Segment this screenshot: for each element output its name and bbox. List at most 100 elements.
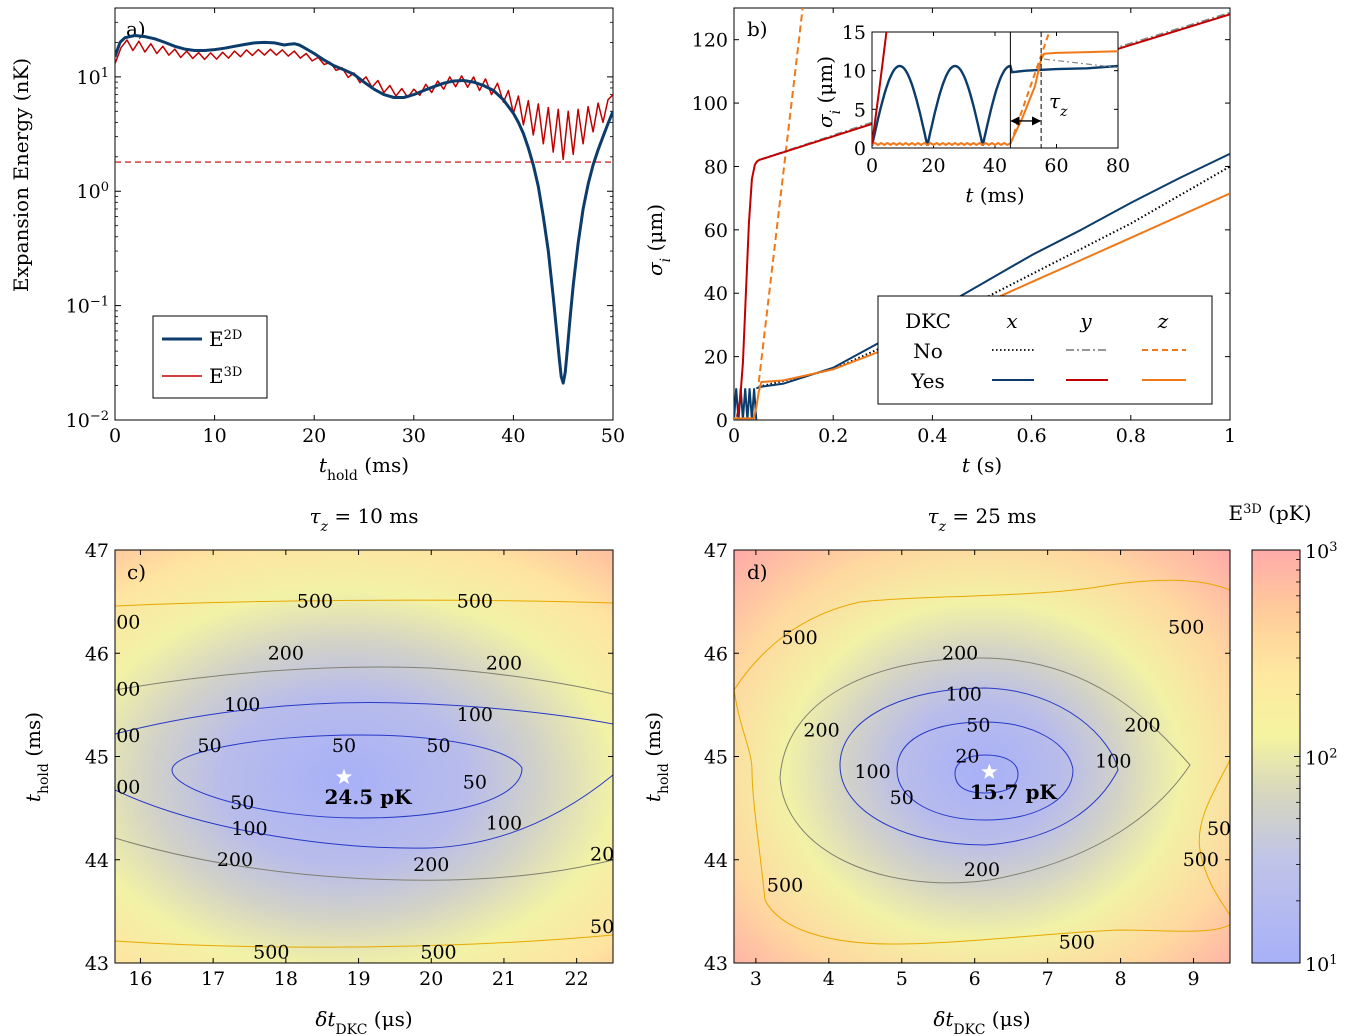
- panel-c-ytick-label: 44: [85, 850, 109, 872]
- contour-label: 100: [486, 813, 522, 835]
- contour-label: 50: [426, 735, 450, 757]
- panel-c-xtick-label: 22: [565, 968, 589, 990]
- panel-c-xtick-label: 17: [201, 968, 225, 990]
- inset-series: [872, 32, 1118, 148]
- panel-a-xtick-label: 40: [501, 425, 525, 447]
- panel-d-xtick-label: 6: [969, 968, 981, 990]
- contour-label: 500: [457, 591, 493, 613]
- inset-ylabel: σi (μm): [813, 56, 844, 128]
- legend-col-y: y: [1079, 309, 1092, 333]
- inset-xtick-label: 0: [866, 155, 878, 177]
- contour-label: 100: [946, 684, 982, 706]
- panel-b-legend: DKC x y z No Yes: [877, 295, 1213, 405]
- panel-b-ylabel: σi (μm): [643, 204, 674, 276]
- panel-c: τz = 10 ms 500 500 500 200 200 100 100 100 100 50…: [21, 504, 614, 1036]
- panel-c-heatmap: [115, 550, 613, 963]
- contour-label: 500: [782, 627, 818, 649]
- panel-c-ytick-label: 45: [85, 747, 109, 769]
- contour-label: 500: [253, 942, 289, 964]
- panel-c-title: τz = 10 ms: [310, 504, 419, 535]
- inset-ytick-label: 10: [842, 61, 866, 83]
- panel-a-xlabel: thold (ms): [319, 453, 409, 484]
- contour-label: 100: [457, 704, 493, 726]
- panel-d-xtick-label: 8: [1115, 968, 1127, 990]
- panel-a-legend: E2D E3D: [152, 315, 268, 399]
- panel-a-ytick-label: 101: [77, 65, 109, 89]
- panel-b-ytick-label: 40: [704, 283, 728, 305]
- contour-label: 500: [420, 942, 456, 964]
- series-line-e2d: [115, 34, 613, 385]
- contour-c-50-loop: [171, 734, 523, 819]
- inset-series-y-no: [1044, 58, 1118, 69]
- panel-a-xtick-label: 30: [402, 425, 426, 447]
- panel-c-contours: [115, 599, 613, 948]
- inset-xlabel: t (ms): [965, 183, 1024, 207]
- panel-a-xtick-label: 50: [601, 425, 625, 447]
- panel-a-ytick-label: 10−2: [66, 409, 109, 433]
- colorbar: E3D (pK) 101 102 103: [1228, 501, 1337, 976]
- panel-a-ytick-label: 10−1: [66, 294, 109, 318]
- series-line-e3d: [115, 39, 613, 161]
- minimum-star-icon: [335, 768, 353, 784]
- contour-label: 50: [1207, 818, 1231, 840]
- series-y-no: [758, 11, 1230, 162]
- panel-d-xtick-label: 5: [896, 968, 908, 990]
- legend-col-x: x: [1006, 309, 1017, 333]
- colorbar-tick-label: 101: [1305, 953, 1337, 977]
- series-z-no: [757, 8, 804, 383]
- panel-b-ytick-label: 80: [704, 156, 728, 178]
- contour-label: 100: [231, 818, 267, 840]
- panel-c-xtick-label: 19: [346, 968, 370, 990]
- panel-a-xtick-label: 20: [302, 425, 326, 447]
- panel-d-xtick-label: 7: [1042, 968, 1054, 990]
- panel-d-ytick-label: 44: [704, 850, 728, 872]
- contour-label: 50: [197, 735, 221, 757]
- panel-b-ytick-label: 20: [704, 347, 728, 369]
- contour-label: 50: [230, 792, 254, 814]
- contour-label: 100: [104, 678, 140, 700]
- panel-c-xtick-label: 20: [419, 968, 443, 990]
- panel-d-ytick-label: 45: [704, 747, 728, 769]
- contour-label: 100: [104, 776, 140, 798]
- panel-c-ytick-label: 43: [85, 953, 109, 975]
- panel-b-ytick-label: 100: [692, 93, 728, 115]
- minimum-star-icon: [981, 763, 998, 779]
- inset-ticks: 0 20 40 60 80 0 5 10 15: [842, 22, 1130, 177]
- inset-ytick-label: 0: [854, 138, 866, 160]
- panel-c-xlabel: δtDKC (μs): [315, 1007, 412, 1036]
- panel-d-ytick-label: 47: [704, 540, 728, 562]
- contour-label: 100: [104, 725, 140, 747]
- panel-b-ytick-label: 0: [716, 410, 728, 432]
- colorbar-ticks: 101 102 103: [1294, 540, 1337, 977]
- panel-a-ytick-label: 100: [77, 180, 109, 204]
- contour-label: 200: [964, 859, 1000, 881]
- panel-c-ticks: 16 17 18 19 20 21 22 43 44 45 46 47: [85, 540, 613, 990]
- contour-label: 200: [1124, 715, 1160, 737]
- contour-c-200-bottom: [115, 837, 613, 881]
- panel-b-xtick-label: 1: [1224, 425, 1236, 447]
- panel-d-contours: [734, 579, 1230, 945]
- legend-label-e3d: E3D: [209, 364, 242, 388]
- contour-label: 500: [297, 591, 333, 613]
- panel-b-frame: [733, 7, 1231, 421]
- contour-label: 100: [854, 761, 890, 783]
- panel-c-ytick-label: 46: [85, 643, 109, 665]
- panel-b-xtick-label: 0.2: [818, 425, 848, 447]
- contour-label: 200: [803, 720, 839, 742]
- contour-label: 50: [966, 715, 990, 737]
- minimum-label: 24.5 pK: [324, 785, 412, 809]
- inset-series-z-yes: [872, 50, 1118, 147]
- contour-d-50-loop: [896, 721, 1074, 821]
- contour-label: 200: [268, 642, 304, 664]
- panel-c-xtick-label: 18: [274, 968, 298, 990]
- contour-label: 20: [590, 844, 614, 866]
- inset-tau-annotation: τz: [1049, 89, 1068, 120]
- colorbar-gradient: [1251, 549, 1301, 964]
- contour-label: 100: [1095, 751, 1131, 773]
- inset-ytick-label: 15: [842, 22, 866, 44]
- contour-label: 200: [413, 854, 449, 876]
